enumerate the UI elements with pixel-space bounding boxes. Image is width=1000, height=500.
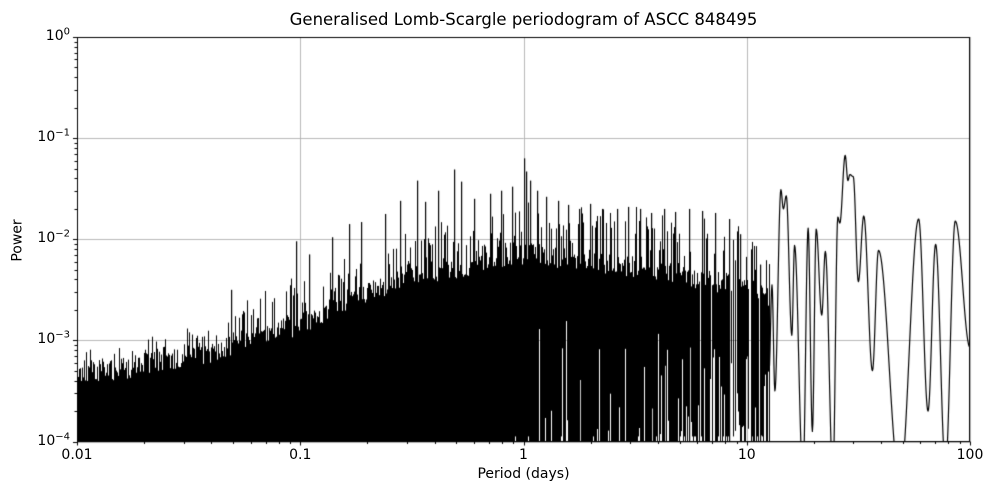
y-tick-label-0: 100 [45, 26, 70, 44]
x-tick-label-2: 1 [519, 447, 528, 463]
x-tick-label-0: 0.01 [61, 447, 93, 463]
y-tick-label-4: 10−4 [37, 430, 70, 449]
y-tick-label-3: 10−3 [37, 329, 70, 348]
x-tick-label-3: 10 [737, 447, 756, 463]
chart-title: Generalised Lomb-Scargle periodogram of … [289, 10, 758, 29]
y-tick-label-2: 10−2 [37, 228, 70, 247]
x-axis-label: Period (days) [477, 466, 570, 482]
x-tick-label-1: 0.1 [289, 447, 312, 463]
y-tick-label-1: 10−1 [37, 127, 70, 146]
x-tick-label-4: 100 [956, 447, 984, 463]
